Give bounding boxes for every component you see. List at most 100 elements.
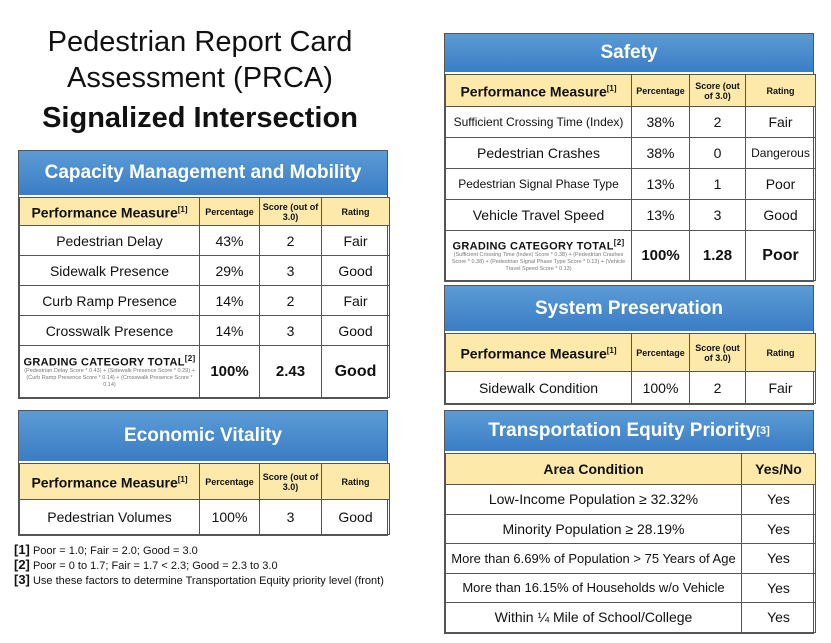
title-line1: Pedestrian Report Card xyxy=(47,26,353,58)
measure: Pedestrian Delay xyxy=(19,225,200,256)
preservation-table: System Preservation Performance Measure[… xyxy=(444,285,816,405)
table-row: Pedestrian Delay 43% 2 Fair xyxy=(19,225,390,256)
col-percentage: Percentage xyxy=(631,74,690,107)
col-score: Score (out of 3.0) xyxy=(689,74,746,107)
col-measure: Performance Measure[1] xyxy=(19,197,200,226)
table-row: Sidewalk Condition 100% 2 Fair xyxy=(445,371,816,404)
economic-table: Economic Vitality Performance Measure[1]… xyxy=(18,410,390,536)
footnote-2: [2] Poor = 0 to 1.7; Fair = 1.7 < 2.3; G… xyxy=(14,557,278,573)
grading-total: GRADING CATEGORY TOTAL[2] (Pedestrian Del… xyxy=(19,345,200,398)
measure: Sufficient Crossing Time (Index) xyxy=(445,106,632,138)
footnotes: [1] Poor = 1.0; Fair = 2.0; Good = 3.0 [… xyxy=(14,543,384,588)
total-score: 1.28 xyxy=(689,230,746,281)
total-percentage: 100% xyxy=(631,230,690,281)
col-rating: Rating xyxy=(745,74,816,107)
area-condition: Low-Income Population ≥ 32.32% xyxy=(445,484,742,515)
percentage: 14% xyxy=(199,285,260,316)
capacity-header: Capacity Management and Mobility xyxy=(19,151,387,197)
percentage: 14% xyxy=(199,315,260,346)
measure: Pedestrian Crashes xyxy=(445,137,632,169)
title-line2: Assessment (PRCA) xyxy=(67,62,333,94)
col-area-condition: Area Condition xyxy=(445,453,742,485)
col-percentage: Percentage xyxy=(199,463,260,500)
rating: Fair xyxy=(745,371,816,404)
table-row: Sidewalk Presence 29% 3 Good xyxy=(19,255,390,286)
measure: Vehicle Travel Speed xyxy=(445,199,632,231)
col-score: Score (out of 3.0) xyxy=(259,197,322,226)
percentage: 13% xyxy=(631,168,690,200)
score: 3 xyxy=(259,499,322,535)
area-condition: More than 16.15% of Households w/o Vehic… xyxy=(445,572,742,603)
percentage: 100% xyxy=(631,371,690,404)
grading-total: GRADING CATEGORY TOTAL[2] (Sufficient Cro… xyxy=(445,230,632,281)
score: 3 xyxy=(259,315,322,346)
percentage: 43% xyxy=(199,225,260,256)
rating: Good xyxy=(745,199,816,231)
score: 2 xyxy=(689,371,746,404)
total-score: 2.43 xyxy=(259,345,322,398)
table-row: Pedestrian Crashes 38% 0 Dangerous xyxy=(445,137,816,169)
col-rating: Rating xyxy=(745,333,816,372)
table-row: More than 16.15% of Households w/o Vehic… xyxy=(445,572,816,603)
measure: Sidewalk Condition xyxy=(445,371,632,404)
score: 0 xyxy=(689,137,746,169)
measure: Crosswalk Presence xyxy=(19,315,200,346)
score: 1 xyxy=(689,168,746,200)
yes-no-value: Yes xyxy=(741,572,816,603)
rating: Fair xyxy=(745,106,816,138)
percentage: 100% xyxy=(199,499,260,535)
percentage: 38% xyxy=(631,106,690,138)
table-row: Sufficient Crossing Time (Index) 38% 2 F… xyxy=(445,106,816,138)
measure: Pedestrian Signal Phase Type xyxy=(445,168,632,200)
col-measure: Performance Measure[1] xyxy=(445,333,632,372)
footnote-3: [3] Use these factors to determine Trans… xyxy=(14,572,384,588)
table-row: Pedestrian Volumes 100% 3 Good xyxy=(19,499,390,535)
percentage: 29% xyxy=(199,255,260,286)
col-percentage: Percentage xyxy=(199,197,260,226)
table-row: Within ¼ Mile of School/College Yes xyxy=(445,602,816,633)
rating: Fair xyxy=(321,285,390,316)
economic-header: Economic Vitality xyxy=(19,411,387,463)
column-header-row: Performance Measure[1] Percentage Score … xyxy=(19,197,390,226)
grading-total-row: GRADING CATEGORY TOTAL[2] (Pedestrian Del… xyxy=(19,345,390,398)
safety-header: Safety xyxy=(445,34,813,74)
measure: Curb Ramp Presence xyxy=(19,285,200,316)
yes-no-value: Yes xyxy=(741,484,816,515)
col-measure: Performance Measure[1] xyxy=(445,74,632,107)
col-percentage: Percentage xyxy=(631,333,690,372)
footnote-1: [1] Poor = 1.0; Fair = 2.0; Good = 3.0 xyxy=(14,542,198,558)
score: 2 xyxy=(259,225,322,256)
equity-header: Transportation Equity Priority [3] xyxy=(445,411,813,453)
percentage: 13% xyxy=(631,199,690,231)
col-rating: Rating xyxy=(321,463,390,500)
col-score: Score (out of 3.0) xyxy=(259,463,322,500)
col-score: Score (out of 3.0) xyxy=(689,333,746,372)
table-row: Curb Ramp Presence 14% 2 Fair xyxy=(19,285,390,316)
score: 2 xyxy=(259,285,322,316)
total-rating: Poor xyxy=(745,230,816,281)
rating: Good xyxy=(321,315,390,346)
area-condition: More than 6.69% of Population > 75 Years… xyxy=(445,543,742,574)
col-measure: Performance Measure[1] xyxy=(19,463,200,500)
column-header-row: Performance Measure[1] Percentage Score … xyxy=(445,74,816,107)
col-rating: Rating xyxy=(321,197,390,226)
column-header-row: Performance Measure[1] Percentage Score … xyxy=(19,463,390,500)
area-condition: Minority Population ≥ 28.19% xyxy=(445,513,742,544)
equity-table: Transportation Equity Priority [3] Area C… xyxy=(444,410,816,634)
total-percentage: 100% xyxy=(199,345,260,398)
measure: Sidewalk Presence xyxy=(19,255,200,286)
column-header-row: Performance Measure[1] Percentage Score … xyxy=(445,333,816,372)
column-header-row: Area Condition Yes/No xyxy=(445,453,816,485)
table-row: Minority Population ≥ 28.19% Yes xyxy=(445,513,816,544)
table-row: Vehicle Travel Speed 13% 3 Good xyxy=(445,199,816,231)
score: 3 xyxy=(689,199,746,231)
yes-no-value: Yes xyxy=(741,513,816,544)
rating: Poor xyxy=(745,168,816,200)
safety-table: Safety Performance Measure[1] Percentage… xyxy=(444,33,816,282)
yes-no-value: Yes xyxy=(741,543,816,574)
table-row: Crosswalk Presence 14% 3 Good xyxy=(19,315,390,346)
rating: Fair xyxy=(321,225,390,256)
rating: Dangerous xyxy=(745,137,816,169)
area-condition: Within ¼ Mile of School/College xyxy=(445,602,742,633)
score: 3 xyxy=(259,255,322,286)
